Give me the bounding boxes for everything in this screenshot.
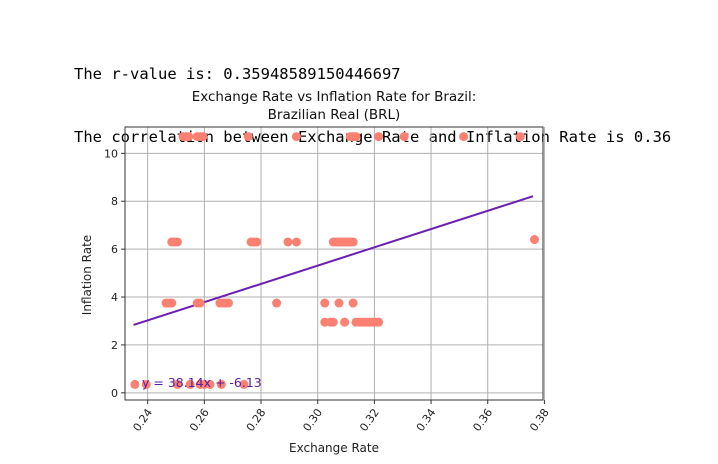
data-point — [205, 379, 215, 389]
chart-title-line1: Exchange Rate vs Inflation Rate for Braz… — [192, 89, 477, 105]
regression-line — [133, 195, 534, 326]
y-ticks: 0 2 4 6 8 10 — [104, 147, 125, 400]
r-value-text: The r-value is: 0.35948589150446697 — [74, 65, 401, 83]
data-point — [291, 132, 301, 142]
data-point — [529, 235, 539, 245]
x-axis-label: Exchange Rate — [289, 441, 379, 455]
data-point — [195, 298, 205, 308]
x-tick-label: 0.30 — [300, 406, 325, 434]
data-point — [291, 237, 301, 247]
y-tick-label: 6 — [111, 243, 118, 256]
data-point — [223, 298, 233, 308]
y-tick-label: 8 — [111, 195, 118, 208]
data-point — [283, 237, 293, 247]
data-point — [320, 298, 330, 308]
data-point — [184, 132, 194, 142]
data-point — [141, 379, 151, 389]
data-point — [243, 132, 253, 142]
data-point — [172, 379, 182, 389]
y-tick-label: 4 — [111, 291, 118, 304]
plot-frame — [124, 126, 544, 401]
regression-equation: y = 38.14x + -6.13 — [142, 375, 262, 390]
data-point — [351, 132, 361, 142]
data-point — [374, 132, 384, 142]
data-point — [374, 317, 384, 327]
x-tick-label: 0.38 — [527, 406, 552, 434]
data-point — [216, 379, 226, 389]
x-tick-label: 0.26 — [187, 406, 212, 434]
data-point — [459, 132, 469, 142]
grid — [125, 127, 545, 400]
data-point — [348, 298, 358, 308]
y-tick-label: 0 — [111, 387, 118, 400]
regression-layer — [133, 195, 534, 326]
data-point — [515, 132, 525, 142]
data-point — [185, 379, 195, 389]
data-point — [252, 237, 262, 247]
x-ticks: 0.24 0.26 0.28 0.30 0.32 0.34 0.36 0.38 — [130, 400, 552, 434]
data-point — [172, 237, 182, 247]
x-tick-label: 0.24 — [130, 406, 155, 434]
data-point — [239, 379, 249, 389]
x-tick-label: 0.32 — [357, 406, 382, 434]
data-point — [328, 317, 338, 327]
y-tick-label: 2 — [111, 339, 118, 352]
data-point — [130, 379, 140, 389]
data-point — [340, 317, 350, 327]
y-axis-label: Inflation Rate — [80, 235, 94, 315]
data-point — [167, 298, 177, 308]
data-point — [348, 237, 358, 247]
data-point — [198, 132, 208, 142]
x-tick-label: 0.36 — [470, 406, 495, 434]
data-point — [334, 298, 344, 308]
data-point — [272, 298, 282, 308]
chart-title-line2: Brazilian Real (BRL) — [268, 107, 401, 123]
points-layer — [130, 132, 539, 389]
x-tick-label: 0.28 — [244, 406, 269, 434]
y-tick-label: 10 — [104, 147, 118, 160]
data-point — [399, 132, 409, 142]
x-tick-label: 0.34 — [414, 406, 439, 434]
